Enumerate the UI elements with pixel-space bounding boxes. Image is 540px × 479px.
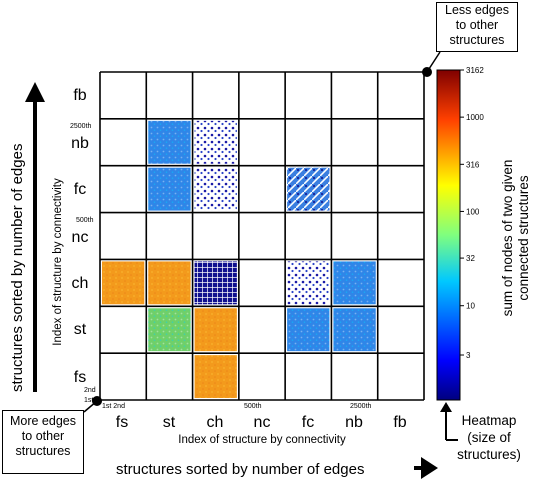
col-label-nc: nc: [254, 414, 271, 431]
col-label-fb: fb: [393, 414, 406, 431]
heatmap-block-ch-nb: [194, 120, 237, 164]
heatmap-block-fc-st: [287, 308, 330, 352]
x-tick-500th: 500th: [244, 403, 262, 410]
colorbar-label-line1: sum of nodes of two given: [500, 160, 515, 317]
col-label-fs: fs: [116, 414, 128, 431]
colorbar-label-line2: connected structures: [516, 175, 531, 301]
heatmap-block-st-st: [148, 308, 191, 352]
colorbar-tick-label: 32: [466, 254, 475, 263]
colorbar-tick-label: 3: [466, 351, 471, 360]
colorbar-tick-label: 100: [466, 207, 480, 216]
heatmap-line2: (size of: [467, 430, 511, 445]
more-edges-line1: More edges: [9, 414, 76, 428]
heatmap-block-st-fc: [148, 167, 191, 211]
heatmap-block-ch-ch: [194, 261, 237, 305]
x-axis-outer-label: structures sorted by number of edges: [116, 461, 364, 478]
row-label-fc: fc: [74, 181, 86, 198]
more-edges-line3: structures: [15, 444, 71, 458]
col-label-fc: fc: [302, 414, 314, 431]
heatmap-block-st-nb: [148, 120, 191, 164]
x-axis-inner-label: Index of structure by connectivity: [178, 434, 346, 446]
y-axis-outer-label: structures sorted by number of edges: [9, 144, 26, 392]
colorbar-tick-label: 3162: [466, 66, 484, 75]
row-label-nc: nc: [72, 229, 89, 246]
y-tick-2500th: 2500th: [70, 123, 92, 130]
x-tick-1st-2nd: 1st 2nd: [102, 403, 125, 410]
heatmap-block-fs-ch: [102, 261, 145, 305]
row-label-st: st: [74, 321, 87, 338]
more-edges-line2: to other: [21, 429, 65, 443]
x-tick-2500th: 2500th: [350, 403, 372, 410]
x-axis-arrow: [414, 457, 438, 479]
y-axis-arrow: [25, 82, 45, 392]
heatmap-block-nb-st: [333, 308, 376, 352]
less-edges-line3: structures: [449, 33, 505, 47]
row-label-fs: fs: [74, 369, 86, 386]
row-label-fb: fb: [73, 87, 86, 104]
colorbar: [436, 69, 461, 401]
heatmap-line1: Heatmap: [461, 413, 517, 428]
more-edges-callout: More edges to other structures: [2, 410, 84, 474]
less-edges-marker: [422, 51, 441, 77]
row-label-nb: nb: [71, 135, 89, 152]
more-edges-marker: [83, 396, 102, 413]
col-label-ch: ch: [207, 414, 224, 431]
y-axis-inner-label: Index of structure by connectivity: [52, 178, 64, 346]
less-edges-line1: Less edges: [445, 3, 509, 17]
col-label-st: st: [163, 414, 176, 431]
y-tick-500th: 500th: [76, 217, 94, 224]
colorbar-tick-label: 10: [466, 302, 475, 311]
colorbar-tick-label: 1000: [466, 113, 484, 122]
col-label-nb: nb: [345, 414, 363, 431]
less-edges-callout: Less edges to other structures: [436, 2, 518, 52]
row-label-ch: ch: [72, 275, 89, 292]
heatmap-callout: Heatmap (size of structures): [440, 412, 538, 463]
heatmap-block-fc-ch: [287, 261, 330, 305]
heatmap-bracket: [440, 402, 458, 441]
heatmap-block-fc-fc: [287, 167, 330, 211]
less-edges-line2: to other: [455, 18, 499, 32]
heatmap-block-ch-fc: [194, 167, 237, 211]
y-tick-2nd: 2nd: [84, 387, 96, 394]
heatmap-line3: structures): [457, 447, 521, 462]
colorbar-tick-label: 316: [466, 160, 480, 169]
y-tick-1st: 1st: [84, 397, 93, 404]
heatmap-block-st-ch: [148, 261, 191, 305]
heatmap-block-nb-ch: [333, 261, 376, 305]
heatmap-block-ch-fs: [194, 355, 237, 398]
heatmap-block-ch-st: [194, 308, 237, 352]
